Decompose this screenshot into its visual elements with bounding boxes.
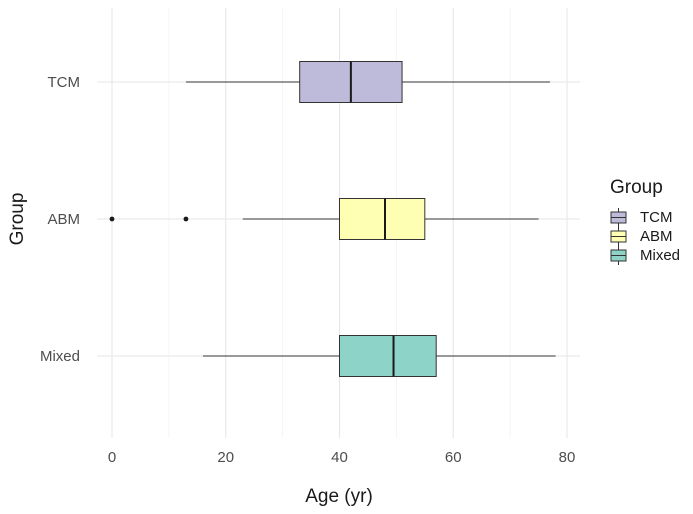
box-tcm xyxy=(185,61,550,103)
x-axis-title: Age (yr) xyxy=(305,486,373,507)
legend: Group TCM ABM Mixed xyxy=(610,177,680,265)
x-tick-label: 0 xyxy=(108,449,116,466)
box-iqr xyxy=(339,335,437,377)
box-series xyxy=(109,61,556,377)
legend-title: Group xyxy=(610,177,663,198)
outlier-point xyxy=(109,216,115,222)
x-tick-label: 40 xyxy=(331,449,348,466)
x-tick-label: 80 xyxy=(559,449,576,466)
box-iqr xyxy=(339,198,426,240)
x-tick-label: 60 xyxy=(445,449,462,466)
outlier-point xyxy=(183,216,189,222)
box-mixed xyxy=(203,335,556,377)
legend-label: Mixed xyxy=(640,247,680,264)
legend-label: ABM xyxy=(640,228,673,245)
y-axis-ticks: TCM ABM Mixed xyxy=(40,74,80,365)
y-tick-label: Mixed xyxy=(40,348,80,365)
box-abm xyxy=(109,198,539,240)
legend-item-mixed: Mixed xyxy=(610,246,680,265)
y-tick-label: ABM xyxy=(47,211,80,228)
y-tick-label: TCM xyxy=(48,74,81,91)
y-axis-title: Group xyxy=(7,193,28,246)
x-axis-ticks: 0 20 40 60 80 xyxy=(108,449,576,466)
legend-item-abm: ABM xyxy=(610,227,673,246)
x-tick-label: 20 xyxy=(217,449,234,466)
legend-label: TCM xyxy=(640,209,673,226)
legend-item-tcm: TCM xyxy=(610,208,673,227)
